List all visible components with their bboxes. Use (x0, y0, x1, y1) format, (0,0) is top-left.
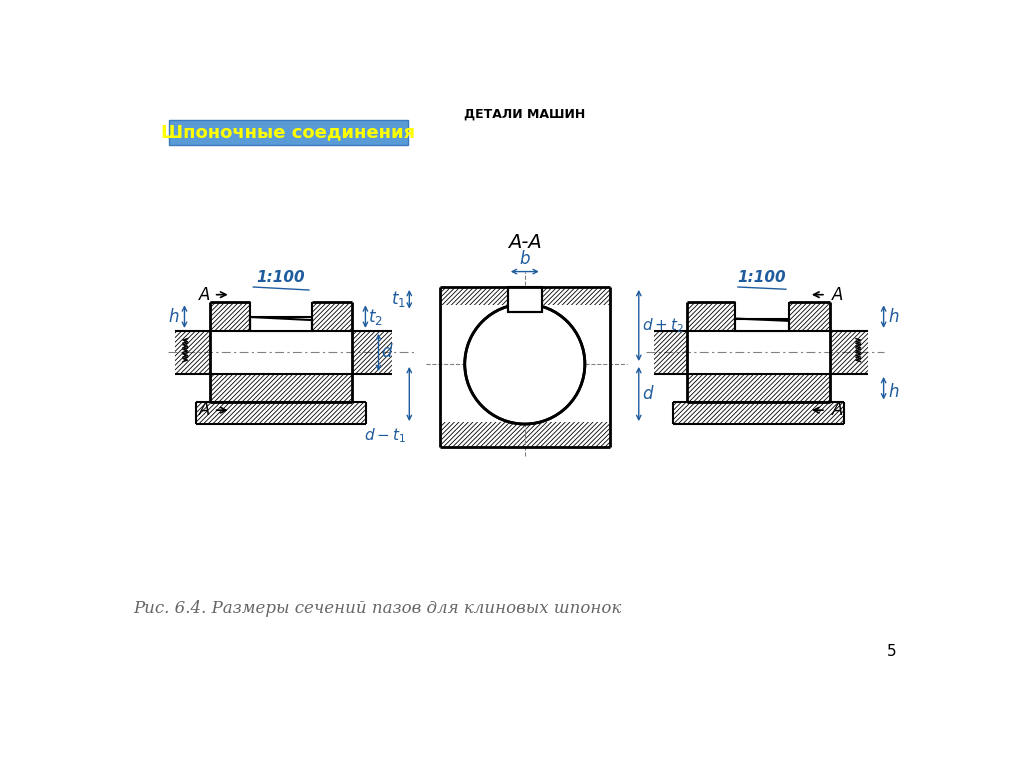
Text: h: h (888, 383, 899, 401)
Text: 1:100: 1:100 (257, 270, 305, 286)
Text: 5: 5 (887, 644, 896, 659)
Text: $t_1$: $t_1$ (391, 290, 407, 310)
FancyBboxPatch shape (169, 120, 408, 144)
Text: A: A (200, 401, 211, 419)
Text: A: A (200, 286, 211, 303)
Text: Шпоночные соединения: Шпоночные соединения (162, 123, 416, 141)
Text: $d-t_1$: $d-t_1$ (365, 426, 407, 445)
Text: h: h (888, 308, 899, 326)
Text: h: h (169, 308, 179, 326)
Text: $d+t_2$: $d+t_2$ (642, 316, 684, 335)
Text: 1:100: 1:100 (737, 270, 786, 286)
Text: Рис. 6.4. Размеры сечений пазов для клиновых шпонок: Рис. 6.4. Размеры сечений пазов для клин… (133, 601, 622, 617)
Text: A: A (833, 286, 844, 303)
Bar (250, 317, 312, 331)
Bar (508, 287, 542, 312)
Text: A-A: A-A (508, 233, 542, 253)
Text: d: d (382, 343, 392, 362)
Text: b: b (519, 250, 530, 269)
Text: ДЕТАЛИ МАШИН: ДЕТАЛИ МАШИН (464, 108, 586, 121)
Bar (508, 303, 542, 312)
Bar (735, 319, 788, 331)
Text: $t_2$: $t_2$ (369, 306, 383, 326)
Circle shape (465, 304, 585, 424)
Text: A: A (833, 401, 844, 419)
Text: d: d (642, 385, 652, 403)
